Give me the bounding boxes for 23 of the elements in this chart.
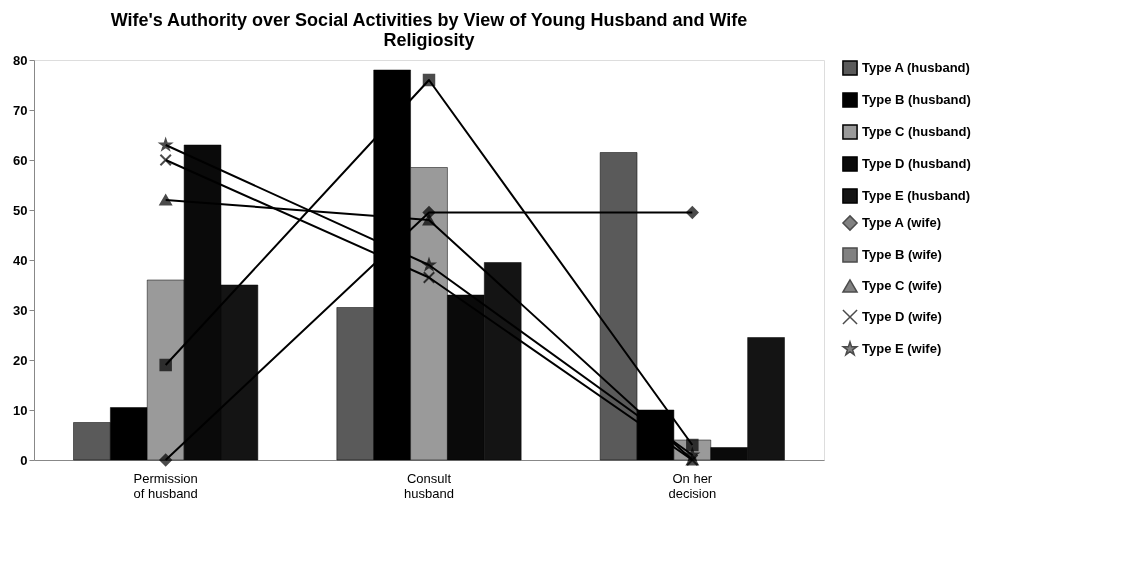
legend-label: Type A (wife) — [862, 215, 941, 230]
y-tick-label: 80 — [13, 52, 28, 68]
legend-label: Type B (husband) — [862, 92, 971, 107]
x-tick-label: Permission of husband — [133, 470, 198, 501]
y-tick-label: 0 — [20, 452, 28, 468]
legend-label: Type B (wife) — [862, 247, 942, 262]
legend-label: Type E (husband) — [862, 188, 971, 203]
x-tick-label: On her decision — [668, 470, 717, 501]
y-tick-label: 50 — [13, 202, 28, 218]
y-tick-label: 40 — [13, 252, 28, 268]
y-tick-label: 10 — [13, 402, 28, 418]
y-tick-label: 70 — [13, 102, 28, 118]
legend-label: Type D (husband) — [862, 156, 971, 171]
legend-label: Type C (wife) — [862, 278, 942, 293]
legend-label: Type E (wife) — [862, 341, 942, 356]
legend-label: Type C (husband) — [862, 124, 971, 139]
x-tick-label: Consult husband — [404, 470, 454, 501]
legend-label: Type D (wife) — [862, 309, 942, 324]
y-tick-label: 30 — [13, 302, 28, 318]
y-tick-label: 60 — [13, 152, 28, 168]
legend-label: Type A (husband) — [862, 60, 970, 75]
y-tick-label: 20 — [13, 352, 28, 368]
chart-title: Wife's Authority over Social Activities by View of Young Husband and Wife Religiosity — [110, 10, 748, 50]
